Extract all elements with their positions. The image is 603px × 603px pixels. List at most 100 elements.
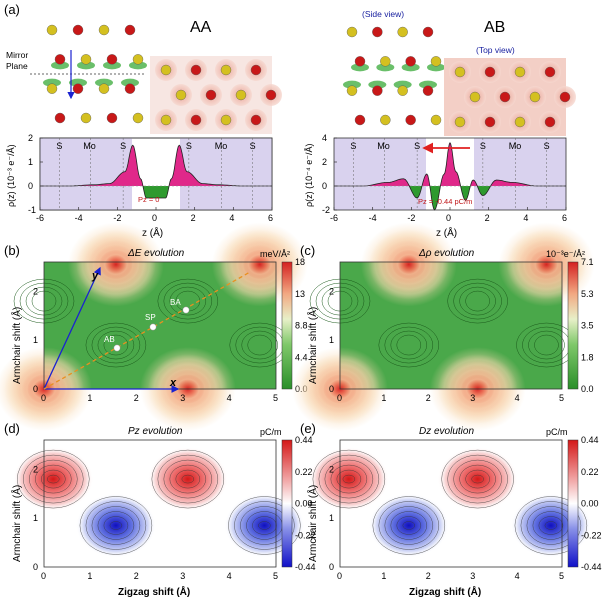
charge-lobe (69, 78, 87, 87)
contour-line (384, 326, 434, 364)
x-tick-label: 2 (191, 213, 196, 223)
charge-lobe (427, 63, 445, 72)
contour-line (157, 278, 219, 324)
colorbar-tick: -0.22 (295, 530, 316, 540)
negative-lobe (368, 493, 449, 558)
atom (72, 24, 84, 36)
charge-lobe (77, 61, 95, 70)
atom (80, 112, 92, 124)
y-tick-label: 1 (33, 335, 38, 345)
contour-line (441, 449, 514, 509)
atom (405, 114, 416, 126)
positive-lobe (13, 447, 94, 512)
x-axis-vector-label: x (169, 377, 177, 389)
x-tick-label: 5 (273, 393, 278, 403)
atom (499, 91, 511, 103)
contour-line (258, 521, 271, 530)
contour-line (447, 278, 508, 324)
contour-line (384, 506, 434, 545)
contour-line (109, 521, 123, 530)
colorbar-tick: -0.44 (581, 562, 602, 572)
contour-line (103, 334, 129, 356)
contour-line (103, 516, 129, 535)
colorbar-tick: 0.00 (295, 499, 313, 509)
contour-line (520, 501, 582, 550)
colorbar-unit: 10⁻³e⁻/Å² (546, 249, 585, 259)
contour-line (17, 449, 90, 509)
charge-lobe (95, 78, 113, 87)
x-tick-label: 4 (515, 393, 520, 403)
x-tick-label: 0 (337, 393, 342, 403)
contour-line (85, 322, 147, 368)
atom (98, 24, 110, 36)
contour-line (528, 330, 565, 360)
map-frame (339, 261, 563, 390)
contour-line (447, 454, 508, 504)
ab-top-view-image (444, 58, 576, 136)
atom (430, 56, 442, 67)
map-title: Dz evolution (419, 426, 474, 437)
atom (46, 24, 58, 36)
x-tick-label: 2 (134, 393, 139, 403)
x-tick-label: 2 (485, 213, 490, 223)
x-tick-label: 1 (381, 571, 386, 581)
atom (346, 26, 358, 38)
ab-side-view-image (340, 20, 445, 132)
atom (190, 64, 202, 76)
colorbar-tick: 5.3 (581, 289, 594, 299)
contour-line (459, 464, 496, 494)
charge-lobe (103, 61, 121, 70)
negative-lobe (224, 493, 305, 558)
contour-line (342, 474, 356, 484)
layer-label: S (56, 141, 62, 151)
layer-label: Mo (377, 141, 390, 151)
colorbar (567, 439, 579, 568)
x-tick-label: 4 (227, 393, 232, 403)
x-tick-label: -6 (330, 213, 338, 223)
negative-lobe (510, 493, 591, 558)
atom (160, 64, 172, 76)
positive-lobe (308, 447, 389, 512)
atom (422, 85, 434, 96)
x-tick-label: 0 (41, 393, 46, 403)
contour-line (157, 454, 219, 504)
mirror-label-1: Mirror (6, 50, 28, 60)
atom (454, 116, 466, 128)
contour-line (471, 474, 484, 484)
x-tick-label: 0 (337, 571, 342, 581)
atom (190, 114, 202, 126)
contour-line (390, 511, 428, 540)
colorbar-tick: 0.22 (581, 467, 599, 477)
contour-line (465, 469, 490, 489)
contour-line (175, 469, 201, 489)
contour-line (402, 521, 416, 530)
aa-side-view-image (30, 18, 147, 130)
layer-label: S (186, 141, 192, 151)
colorbar-tick: 7.1 (581, 257, 594, 267)
contour-line (163, 459, 213, 499)
positive-lobe (437, 447, 518, 512)
y-tick-label: 2 (28, 133, 33, 143)
atom (430, 114, 442, 126)
charge-lobe (43, 78, 61, 87)
colorbar-tick: 4.4 (295, 352, 308, 362)
contour-line (378, 501, 440, 550)
atom (160, 114, 172, 126)
x-tick-label: 2 (134, 571, 139, 581)
contour-line (514, 496, 588, 555)
atom (132, 54, 144, 65)
positive-lobe (147, 447, 228, 512)
map-d: 0.44 0.22 0.00 -0.22 -0.44 pC/m (d) Pz evolutio… (4, 421, 316, 598)
contour-line (97, 330, 135, 360)
charge-lobe (401, 63, 420, 72)
charge-lobe (376, 63, 395, 72)
y-tick-label: 0 (33, 562, 38, 572)
mirror-label-2: Plane (6, 61, 28, 71)
map-ylabel: Armchair shift (Å) (10, 307, 23, 384)
atom (46, 83, 58, 94)
atom (405, 56, 416, 67)
x-tick-label: 4 (523, 213, 528, 223)
colorbar-tick: 0.44 (295, 435, 313, 445)
panel-label: (b) (4, 243, 20, 258)
atom (514, 116, 526, 128)
